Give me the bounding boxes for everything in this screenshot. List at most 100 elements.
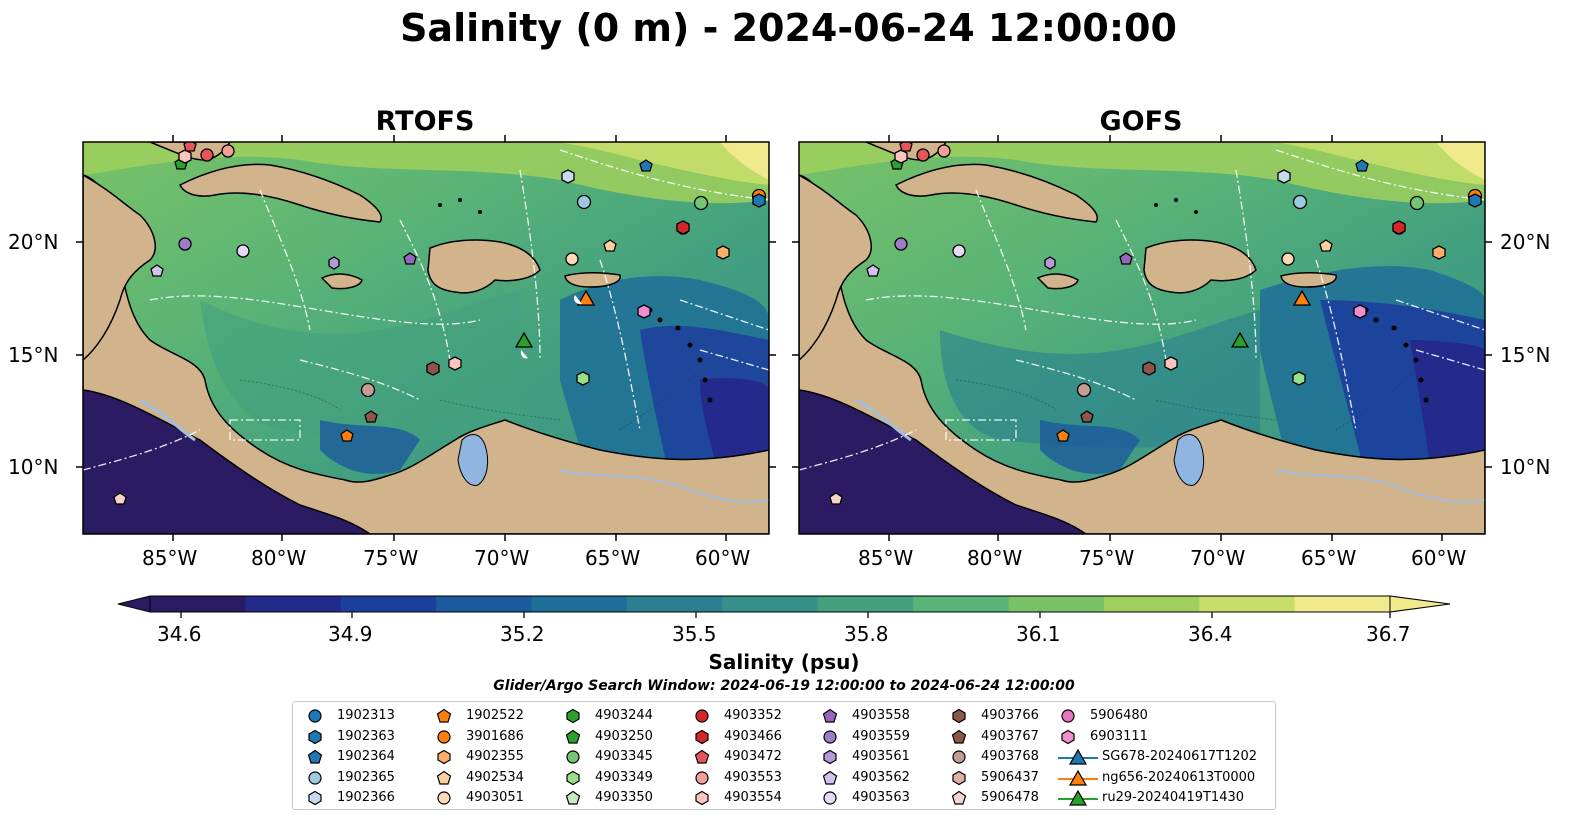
colorbar-tick: 35.5	[672, 622, 717, 646]
legend-label: 4903766	[981, 708, 1039, 723]
legend-label: ru29-20240419T1430	[1102, 790, 1245, 805]
pentagon-marker-icon	[822, 708, 838, 723]
hexagon-marker-icon	[566, 708, 580, 724]
legend-label: 1902364	[337, 749, 395, 764]
figure-title: Salinity (0 m) - 2024-06-24 12:00:00	[400, 6, 1177, 50]
lon-label-70w-left: 70°W	[474, 546, 530, 570]
legend-label: 1902365	[337, 769, 395, 785]
legend-label: 4903563	[852, 790, 910, 805]
lon-label-65w-right: 65°W	[1301, 546, 1357, 570]
lon-label-60w-left: 60°W	[695, 546, 751, 570]
legend-label: 4903350	[595, 790, 653, 805]
legend-label: 4903554	[724, 790, 782, 805]
colorbar-segment	[531, 596, 628, 612]
hexagon-marker-icon	[308, 790, 322, 806]
hexagon-marker-icon	[952, 708, 966, 724]
colorbar-segment	[1103, 596, 1200, 612]
pentagon-marker-icon	[951, 729, 967, 744]
pentagon-marker-icon	[565, 790, 581, 805]
pentagon-marker-icon	[307, 749, 323, 764]
legend-label: 4903352	[724, 708, 782, 723]
legend-label: 4903553	[724, 769, 782, 785]
colorbar-tick: 36.7	[1366, 622, 1411, 646]
legend-label: 4902355	[466, 749, 524, 764]
circle-marker-icon	[695, 770, 709, 785]
legend: 1902313 1902363 1902364 1902365 1902366 19025…	[292, 701, 1276, 810]
lat-label-20n-right: 20°N	[1500, 230, 1551, 254]
legend-label: 4903561	[852, 749, 910, 764]
colorbar-tick: 34.6	[157, 622, 202, 646]
circle-marker-icon	[695, 709, 709, 723]
legend-label: 4903767	[981, 728, 1039, 744]
colorbar-tick: 36.1	[1016, 622, 1061, 646]
legend-label: 3901686	[466, 728, 524, 744]
panel-title-gofs: GOFS	[1099, 106, 1183, 137]
legend-label: 4903345	[595, 749, 653, 764]
circle-marker-icon	[1061, 709, 1075, 723]
colorbar-tick: 35.2	[500, 622, 545, 646]
colorbar-segment	[1008, 596, 1105, 612]
lon-label-85w-right: 85°W	[858, 546, 914, 570]
legend-label: 4903349	[595, 769, 653, 785]
lat-label-10n-right: 10°N	[1500, 455, 1551, 479]
lon-label-80w-right: 80°W	[967, 546, 1023, 570]
lon-label-70w-right: 70°W	[1190, 546, 1246, 570]
legend-label: SG678-20240617T1202	[1102, 749, 1258, 764]
colorbar-segment	[150, 596, 246, 612]
colorbar-segment	[913, 596, 1010, 612]
hexagon-marker-icon	[952, 770, 966, 785]
legend-label: ng656-20240613T0000	[1102, 769, 1256, 785]
colorbar-tick: 36.4	[1188, 622, 1233, 646]
colorbar-segment	[436, 596, 533, 612]
colorbar-segment	[722, 596, 819, 612]
legend-label: 4903768	[981, 749, 1039, 764]
colorbar-segment	[817, 596, 914, 612]
legend-label: 4903558	[852, 708, 910, 723]
colorbar-segment	[340, 596, 437, 612]
pentagon-marker-icon	[694, 749, 710, 764]
legend-label: 6903111	[1090, 728, 1148, 744]
colorbar	[117, 595, 1451, 618]
legend-label: 4903250	[595, 728, 653, 744]
lon-label-85w-left: 85°W	[142, 546, 198, 570]
triangle-line-marker-icon	[1058, 789, 1098, 806]
circle-marker-icon	[823, 791, 837, 805]
lon-label-65w-left: 65°W	[585, 546, 641, 570]
pentagon-marker-icon	[436, 708, 452, 723]
lon-label-75w-right: 75°W	[1079, 546, 1135, 570]
hexagon-marker-icon	[566, 770, 580, 785]
colorbar-segment	[1199, 596, 1296, 612]
panel-title-rtofs: RTOFS	[375, 106, 475, 137]
pentagon-marker-icon	[436, 770, 452, 785]
map-gofs	[799, 142, 1485, 534]
circle-marker-icon	[952, 750, 966, 764]
legend-label: 4902534	[466, 769, 524, 785]
lon-label-80w-left: 80°W	[251, 546, 307, 570]
search-window-caption: Glider/Argo Search Window: 2024-06-19 12…	[493, 678, 1075, 694]
colorbar-tick: 34.9	[328, 622, 373, 646]
legend-label: 4903562	[852, 769, 910, 785]
colorbar-tick: 35.8	[844, 622, 889, 646]
circle-marker-icon	[823, 729, 837, 744]
circle-marker-icon	[308, 709, 322, 723]
circle-marker-icon	[437, 729, 451, 744]
colorbar-segment	[1294, 596, 1391, 612]
legend-label: 4903466	[724, 728, 782, 744]
pentagon-marker-icon	[822, 770, 838, 785]
legend-label: 1902366	[337, 790, 395, 805]
legend-label: 5906437	[981, 769, 1039, 785]
map-gofs-frame	[798, 141, 1486, 535]
hexagon-marker-icon	[823, 749, 837, 765]
circle-marker-icon	[308, 770, 322, 785]
lon-label-75w-left: 75°W	[363, 546, 419, 570]
lon-label-60w-right: 60°W	[1411, 546, 1467, 570]
pentagon-marker-icon	[565, 729, 581, 744]
lat-label-10n-left: 10°N	[8, 455, 59, 479]
lat-label-15n-right: 15°N	[1500, 343, 1551, 367]
hexagon-marker-icon	[437, 749, 451, 765]
legend-label: 1902313	[337, 708, 395, 723]
lat-label-15n-left: 15°N	[8, 343, 59, 367]
legend-label: 4903472	[724, 749, 782, 764]
colorbar-label: Salinity (psu)	[708, 650, 860, 674]
legend-label: 5906480	[1090, 708, 1148, 723]
